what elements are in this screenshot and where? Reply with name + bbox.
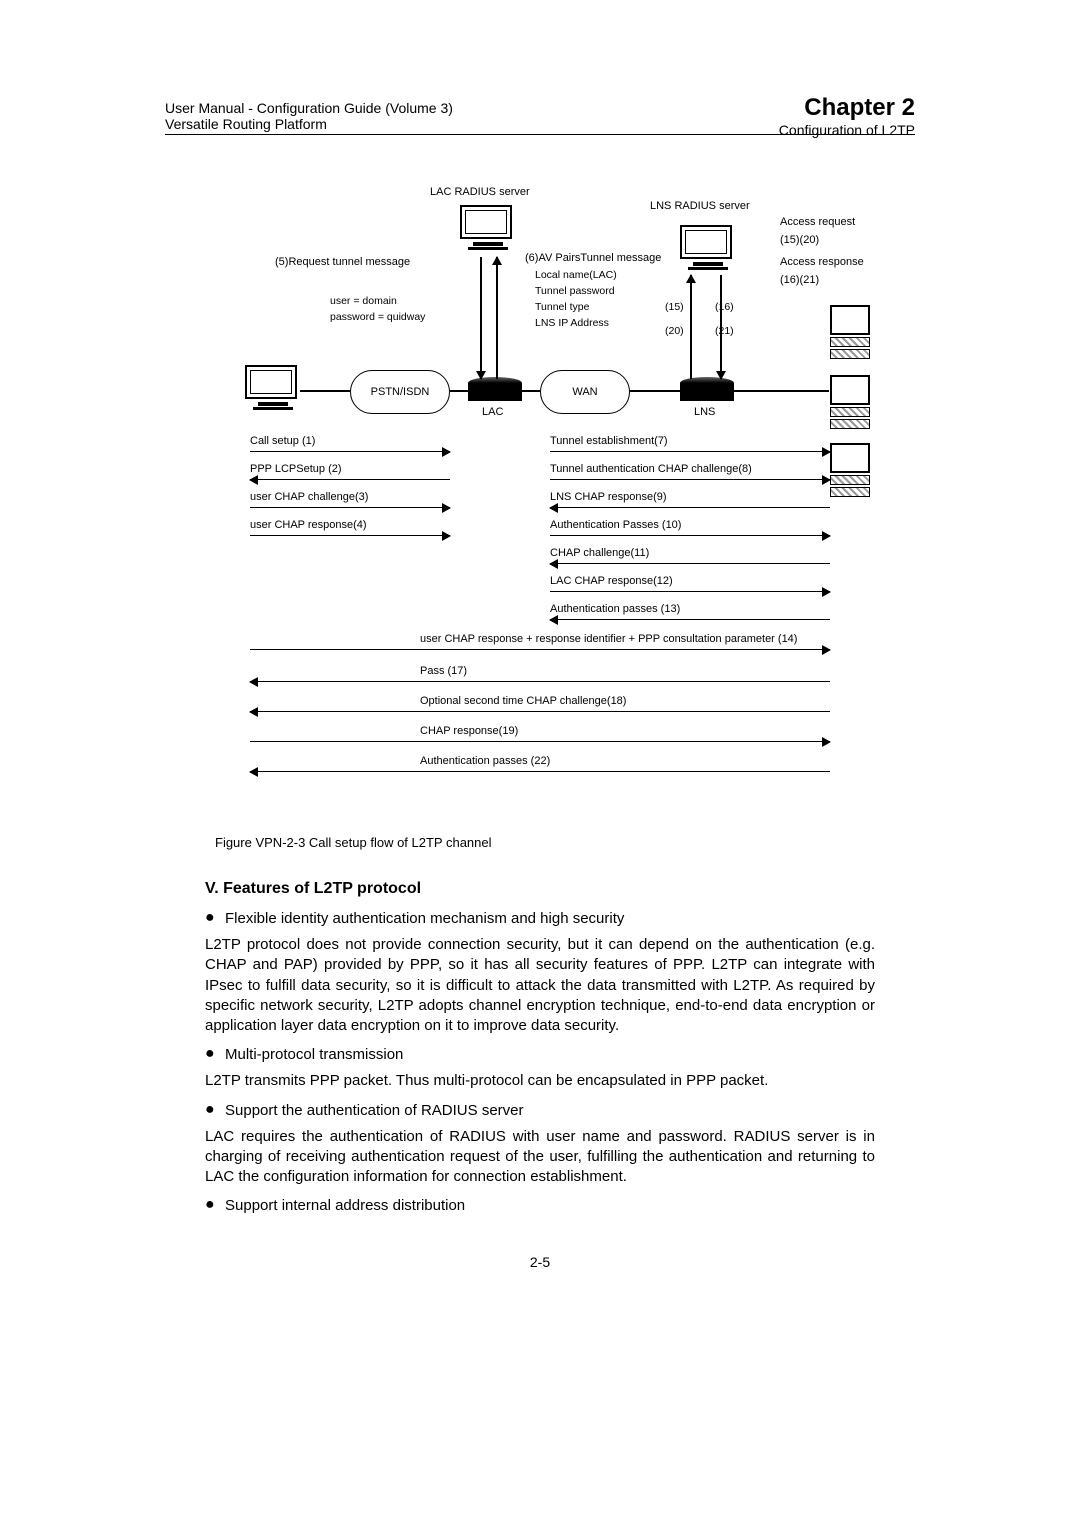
seqline-3: [250, 507, 450, 508]
request-tunnel-label: (5)Request tunnel message: [275, 255, 410, 269]
seqline-9: [550, 507, 830, 508]
line-user-pstn: [300, 390, 350, 392]
arrow-lnsradius-up1: [690, 275, 692, 379]
lac-radius-label: LAC RADIUS server: [430, 185, 530, 199]
server-tower-2-icon: [830, 375, 870, 429]
server-tower-1-icon: [830, 305, 870, 359]
bullet-2-text: Multi-protocol transmission: [225, 1046, 403, 1063]
arrow-lacradius-down: [480, 257, 482, 379]
line-wan-lns: [630, 390, 680, 392]
bullet-dot-icon: ●: [205, 1197, 225, 1214]
lns-radius-label: LNS RADIUS server: [650, 199, 750, 213]
line-lac-wan: [522, 390, 540, 392]
paragraph-2: L2TP transmits PPP packet. Thus multi-pr…: [205, 1071, 875, 1091]
arrow-lnsradius-down1: [720, 275, 722, 379]
seq-lns-chap-resp: LNS CHAP response(9): [550, 491, 667, 503]
header-chapter: Chapter 2: [804, 94, 915, 122]
access-response-nums: (16)(21): [780, 273, 819, 287]
seqline-14: [250, 649, 830, 650]
lns-radius-server-icon: [680, 225, 736, 271]
seq-pass-17: Pass (17): [420, 665, 467, 677]
page-header: User Manual - Configuration Guide (Volum…: [165, 100, 915, 135]
bullet-dot-icon: ●: [205, 910, 225, 927]
bullet-1: ● Flexible identity authentication mecha…: [205, 910, 915, 927]
seq-optional-18: Optional second time CHAP challenge(18): [420, 695, 626, 707]
line-lns-servers: [734, 390, 829, 392]
num-16: (16): [715, 301, 734, 315]
pstn-isdn-cloud: PSTN/ISDN: [350, 370, 450, 414]
bullet-4: ● Support internal address distribution: [205, 1197, 915, 1214]
lac-router-icon: [468, 383, 522, 401]
access-request-label: Access request: [780, 215, 855, 229]
paragraph-3: LAC requires the authentication of RADIU…: [205, 1127, 875, 1188]
server-tower-3-icon: [830, 443, 870, 497]
seqline-11: [550, 563, 830, 564]
lns-label: LNS: [694, 405, 715, 419]
bullet-dot-icon: ●: [205, 1046, 225, 1063]
seqline-18: [250, 711, 830, 712]
seq-chap-challenge-11: CHAP challenge(11): [550, 547, 649, 559]
seq-ppp-lcp: PPP LCPSetup (2): [250, 463, 342, 475]
seq-chap-resp-19: CHAP response(19): [420, 725, 518, 737]
av-tunnel-type: Tunnel type: [535, 301, 589, 315]
seq-auth-passes-22: Authentication passes (22): [420, 755, 550, 767]
seqline-8: [550, 479, 830, 480]
seq-lac-chap-resp-12: LAC CHAP response(12): [550, 575, 673, 587]
num-20: (20): [665, 325, 684, 339]
paragraph-1: L2TP protocol does not provide connectio…: [205, 935, 875, 1036]
seq-auth-passes-10: Authentication Passes (10): [550, 519, 681, 531]
figure-caption: Figure VPN-2-3 Call setup flow of L2TP c…: [215, 835, 915, 850]
av-local-name: Local name(LAC): [535, 269, 617, 283]
av-tunnel-password: Tunnel password: [535, 285, 615, 299]
password-quidway-label: password = quidway: [330, 311, 425, 325]
page-number: 2-5: [165, 1254, 915, 1270]
seqline-7: [550, 451, 830, 452]
lac-radius-server-icon: [460, 205, 516, 251]
arrow-lacradius-up: [496, 257, 498, 379]
seq-tunnel-auth: Tunnel authentication CHAP challenge(8): [550, 463, 752, 475]
seq-long-14: user CHAP response + response identifier…: [420, 633, 797, 645]
bullet-2: ● Multi-protocol transmission: [205, 1046, 915, 1063]
seq-user-chap-challenge: user CHAP challenge(3): [250, 491, 368, 503]
seq-user-chap-response: user CHAP response(4): [250, 519, 367, 531]
header-subtitle: Configuration of L2TP: [779, 122, 915, 138]
line-pstn-lac: [450, 390, 468, 392]
user-domain-label: user = domain: [330, 295, 397, 309]
seqline-1: [250, 451, 450, 452]
page-content: User Manual - Configuration Guide (Volum…: [165, 100, 915, 1270]
bullet-1-text: Flexible identity authentication mechani…: [225, 910, 624, 927]
av-lns-ip: LNS IP Address: [535, 317, 609, 331]
seqline-13: [550, 619, 830, 620]
seqline-2: [250, 479, 450, 480]
seqline-19: [250, 741, 830, 742]
user-pc-icon: [245, 365, 301, 411]
lac-label: LAC: [482, 405, 503, 419]
seq-call-setup: Call setup (1): [250, 435, 315, 447]
access-response-label: Access response: [780, 255, 864, 269]
num-21: (21): [715, 325, 734, 339]
seqline-17: [250, 681, 830, 682]
seqline-4: [250, 535, 450, 536]
bullet-4-text: Support internal address distribution: [225, 1197, 465, 1214]
seq-tunnel-est: Tunnel establishment(7): [550, 435, 668, 447]
seqline-22: [250, 771, 830, 772]
bullet-3: ● Support the authentication of RADIUS s…: [205, 1102, 915, 1119]
lns-router-icon: [680, 383, 734, 401]
av-pairs-title: (6)AV PairsTunnel message: [525, 251, 661, 265]
l2tp-flow-diagram: LAC RADIUS server LNS RADIUS server Acce…: [190, 175, 890, 815]
section-heading: V. Features of L2TP protocol: [205, 880, 915, 898]
bullet-3-text: Support the authentication of RADIUS ser…: [225, 1102, 524, 1119]
bullet-dot-icon: ●: [205, 1102, 225, 1119]
wan-cloud: WAN: [540, 370, 630, 414]
access-request-nums: (15)(20): [780, 233, 819, 247]
seq-auth-passes-13: Authentication passes (13): [550, 603, 680, 615]
seqline-10: [550, 535, 830, 536]
num-15: (15): [665, 301, 684, 315]
header-left-top: User Manual - Configuration Guide (Volum…: [165, 100, 915, 116]
seqline-12: [550, 591, 830, 592]
